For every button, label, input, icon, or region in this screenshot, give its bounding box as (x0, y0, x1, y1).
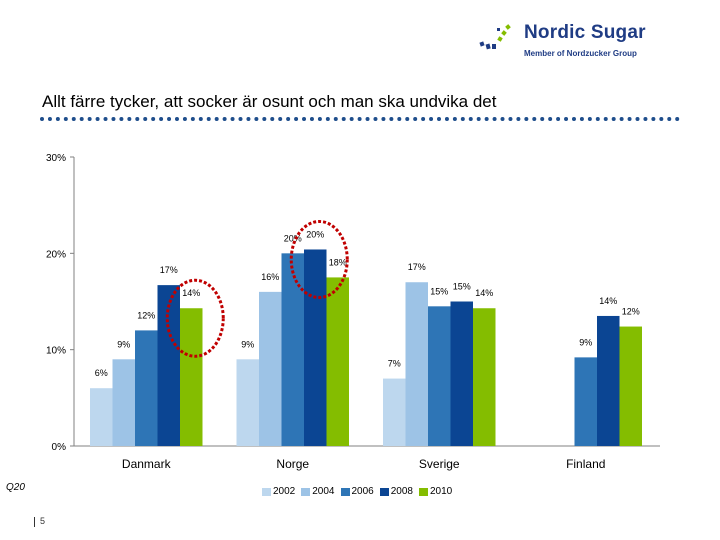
y-tick-label: 30% (46, 153, 66, 164)
data-label: 17% (160, 265, 178, 275)
title-divider (40, 117, 680, 121)
bar (259, 291, 282, 446)
y-tick-label: 0% (52, 442, 67, 453)
legend-label: 2006 (351, 486, 374, 497)
slide-title: Allt färre tycker, att socker är osunt o… (42, 92, 497, 111)
bar (428, 306, 451, 446)
data-label: 12% (137, 310, 155, 320)
bar (597, 315, 620, 446)
legend-swatch (340, 487, 350, 496)
data-label: 14% (475, 288, 493, 298)
brand-name: Nordic Sugar (524, 22, 646, 43)
data-label: 14% (182, 288, 200, 298)
category-label: Finland (566, 457, 605, 471)
y-tick-label: 20% (46, 249, 66, 260)
bar (281, 253, 304, 446)
data-label: 18% (329, 257, 347, 267)
bar (326, 277, 349, 446)
bar (450, 301, 473, 446)
category-label: Danmark (122, 457, 172, 471)
nordic-sugar-logo: Nordic Sugar Member of Nordzucker Group (478, 20, 678, 64)
data-label: 14% (599, 296, 617, 306)
legend-item: 2004 (301, 486, 335, 497)
data-label: 20% (306, 229, 324, 239)
bar-chart: 0% 10% 20% 30% 6% 9% 12% 17% 14% Danmark 9% 16% 20% 2… (46, 153, 660, 471)
bar (574, 357, 597, 446)
bar (135, 330, 158, 446)
bar (180, 308, 203, 446)
legend-label: 2010 (430, 486, 453, 497)
legend-item: 2006 (340, 486, 374, 497)
legend-swatch (379, 487, 389, 496)
legend-label: 2002 (273, 486, 296, 497)
legend-swatch (301, 487, 311, 496)
data-label: 6% (95, 368, 108, 378)
data-label: 16% (261, 272, 279, 282)
brand-tagline: Member of Nordzucker Group (524, 49, 637, 58)
highlight-circle (289, 219, 349, 299)
data-label: 12% (622, 307, 640, 317)
legend-label: 2004 (312, 486, 335, 497)
logo-mark-icon (479, 24, 511, 50)
data-label: 15% (430, 286, 448, 296)
bar (112, 359, 135, 446)
bar (236, 359, 259, 446)
data-label: 17% (408, 262, 426, 272)
bar (383, 378, 406, 446)
legend-item: 2008 (379, 486, 413, 497)
legend-item: 2002 (262, 486, 295, 497)
bar (157, 285, 180, 446)
legend-item: 2010 (419, 486, 452, 497)
legend-swatch (419, 487, 428, 496)
page-number: 5 (33, 516, 46, 527)
data-label: 9% (579, 337, 592, 347)
legend-swatch (262, 487, 271, 496)
data-label: 7% (388, 359, 401, 369)
bar (473, 308, 496, 446)
bar (405, 282, 428, 446)
bar (90, 388, 113, 446)
bar (619, 326, 642, 446)
y-tick-label: 10% (46, 346, 66, 357)
category-label: Sverige (419, 457, 460, 471)
highlight-circle (165, 278, 225, 358)
bar (304, 249, 327, 446)
data-label: 9% (241, 339, 254, 349)
legend-label: 2008 (390, 486, 413, 497)
data-label: 20% (284, 233, 302, 243)
data-label: 15% (453, 282, 471, 292)
data-label: 9% (117, 339, 130, 349)
question-label: Q20 (6, 482, 25, 493)
chart-legend: 2002 2004 2006 2008 2010 (262, 486, 452, 497)
category-label: Norge (276, 457, 309, 471)
